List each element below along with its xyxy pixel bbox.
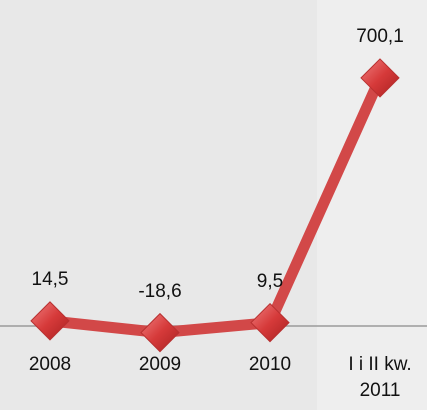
data-label: 9,5 [256,270,284,292]
data-label: -18,6 [138,280,182,302]
marker [140,312,180,353]
marker [30,301,70,341]
x-tick-label: 2008 [28,354,72,375]
x-tick-label: 2010 [248,354,292,375]
marker [250,302,290,343]
data-label: 14,5 [31,268,69,290]
x-tick-label: 2009 [138,354,182,375]
line [49,75,386,339]
highlight-band [317,0,427,410]
x-tick-label: I i II kw. 2011 [348,354,412,401]
data-label: 700,1 [356,25,404,47]
marker [360,58,400,98]
